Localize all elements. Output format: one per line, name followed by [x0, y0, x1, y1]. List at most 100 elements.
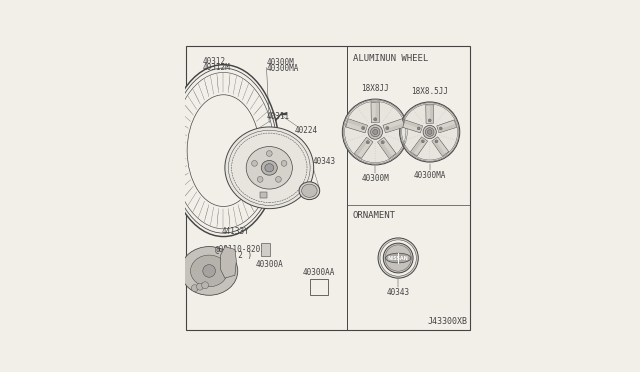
Circle shape [429, 149, 430, 150]
Polygon shape [355, 137, 373, 158]
Circle shape [364, 135, 365, 136]
Circle shape [374, 145, 376, 147]
Circle shape [392, 108, 393, 109]
Circle shape [436, 141, 437, 142]
Circle shape [416, 114, 417, 115]
Circle shape [374, 143, 376, 144]
Text: 40300MA: 40300MA [266, 64, 299, 73]
Text: J43300XB: J43300XB [428, 317, 468, 326]
Circle shape [420, 119, 421, 121]
Circle shape [452, 139, 453, 140]
Text: 18X8.5JJ: 18X8.5JJ [411, 87, 448, 96]
Circle shape [418, 128, 419, 129]
Polygon shape [411, 137, 428, 156]
Circle shape [421, 140, 424, 143]
Circle shape [359, 137, 360, 138]
Circle shape [438, 119, 439, 121]
Circle shape [418, 116, 419, 117]
Polygon shape [355, 138, 369, 156]
Text: ALUMINUN WHEEL: ALUMINUN WHEEL [353, 54, 428, 63]
Polygon shape [383, 119, 404, 133]
Circle shape [388, 112, 390, 113]
Circle shape [358, 108, 359, 109]
Polygon shape [376, 102, 379, 123]
Circle shape [374, 158, 376, 159]
Circle shape [374, 119, 376, 120]
Ellipse shape [168, 65, 279, 237]
Circle shape [378, 238, 419, 278]
Circle shape [386, 135, 387, 136]
Text: ( 2 ): ( 2 ) [229, 251, 252, 260]
Circle shape [439, 135, 440, 136]
Polygon shape [221, 247, 236, 278]
Circle shape [356, 137, 358, 138]
Ellipse shape [261, 160, 277, 175]
Circle shape [203, 264, 216, 277]
Circle shape [383, 120, 384, 121]
Polygon shape [378, 140, 392, 158]
Circle shape [386, 126, 389, 130]
Polygon shape [430, 105, 433, 124]
Polygon shape [385, 123, 404, 132]
Ellipse shape [385, 253, 411, 263]
Polygon shape [411, 137, 424, 154]
Circle shape [390, 110, 392, 111]
Ellipse shape [191, 255, 228, 287]
Circle shape [362, 126, 365, 130]
Text: 40224: 40224 [295, 126, 318, 135]
Circle shape [349, 140, 351, 141]
Text: ORNAMENT: ORNAMENT [353, 211, 396, 220]
Circle shape [442, 114, 443, 115]
Circle shape [374, 118, 377, 121]
Text: 18X8JJ: 18X8JJ [362, 84, 389, 93]
Polygon shape [438, 124, 456, 132]
Text: 40300AA: 40300AA [302, 268, 335, 277]
Polygon shape [371, 102, 380, 123]
Circle shape [445, 110, 446, 111]
Circle shape [429, 155, 430, 157]
Polygon shape [432, 137, 449, 156]
Circle shape [429, 158, 430, 159]
Circle shape [439, 127, 442, 130]
Circle shape [383, 243, 413, 273]
Circle shape [371, 127, 380, 137]
Circle shape [359, 110, 360, 111]
Circle shape [444, 136, 445, 137]
Circle shape [368, 122, 369, 123]
Circle shape [196, 283, 204, 290]
Circle shape [410, 138, 412, 139]
Text: 40343: 40343 [387, 288, 410, 298]
Text: 40343: 40343 [312, 157, 335, 166]
Bar [260, 192, 267, 198]
Text: 40300M: 40300M [362, 174, 389, 183]
Circle shape [372, 129, 378, 135]
Polygon shape [346, 119, 367, 133]
Circle shape [366, 141, 369, 144]
Text: 40311: 40311 [266, 112, 289, 121]
Circle shape [374, 155, 376, 157]
Circle shape [440, 128, 442, 129]
Circle shape [395, 138, 396, 139]
Polygon shape [403, 120, 422, 133]
Ellipse shape [246, 147, 292, 189]
Polygon shape [432, 139, 445, 156]
Circle shape [429, 144, 430, 145]
Circle shape [266, 151, 272, 156]
Circle shape [388, 136, 389, 137]
Circle shape [429, 153, 430, 154]
Polygon shape [347, 119, 367, 129]
Circle shape [387, 114, 388, 115]
Text: 40300MA: 40300MA [413, 171, 446, 180]
Circle shape [367, 141, 369, 143]
Circle shape [423, 125, 436, 139]
Circle shape [276, 176, 282, 182]
Circle shape [429, 147, 430, 148]
Polygon shape [260, 243, 270, 256]
Circle shape [402, 140, 403, 142]
Circle shape [426, 128, 434, 136]
Circle shape [374, 148, 376, 149]
Circle shape [404, 140, 405, 141]
Text: 40300M: 40300M [266, 58, 294, 67]
Ellipse shape [180, 247, 238, 295]
Circle shape [435, 140, 438, 143]
